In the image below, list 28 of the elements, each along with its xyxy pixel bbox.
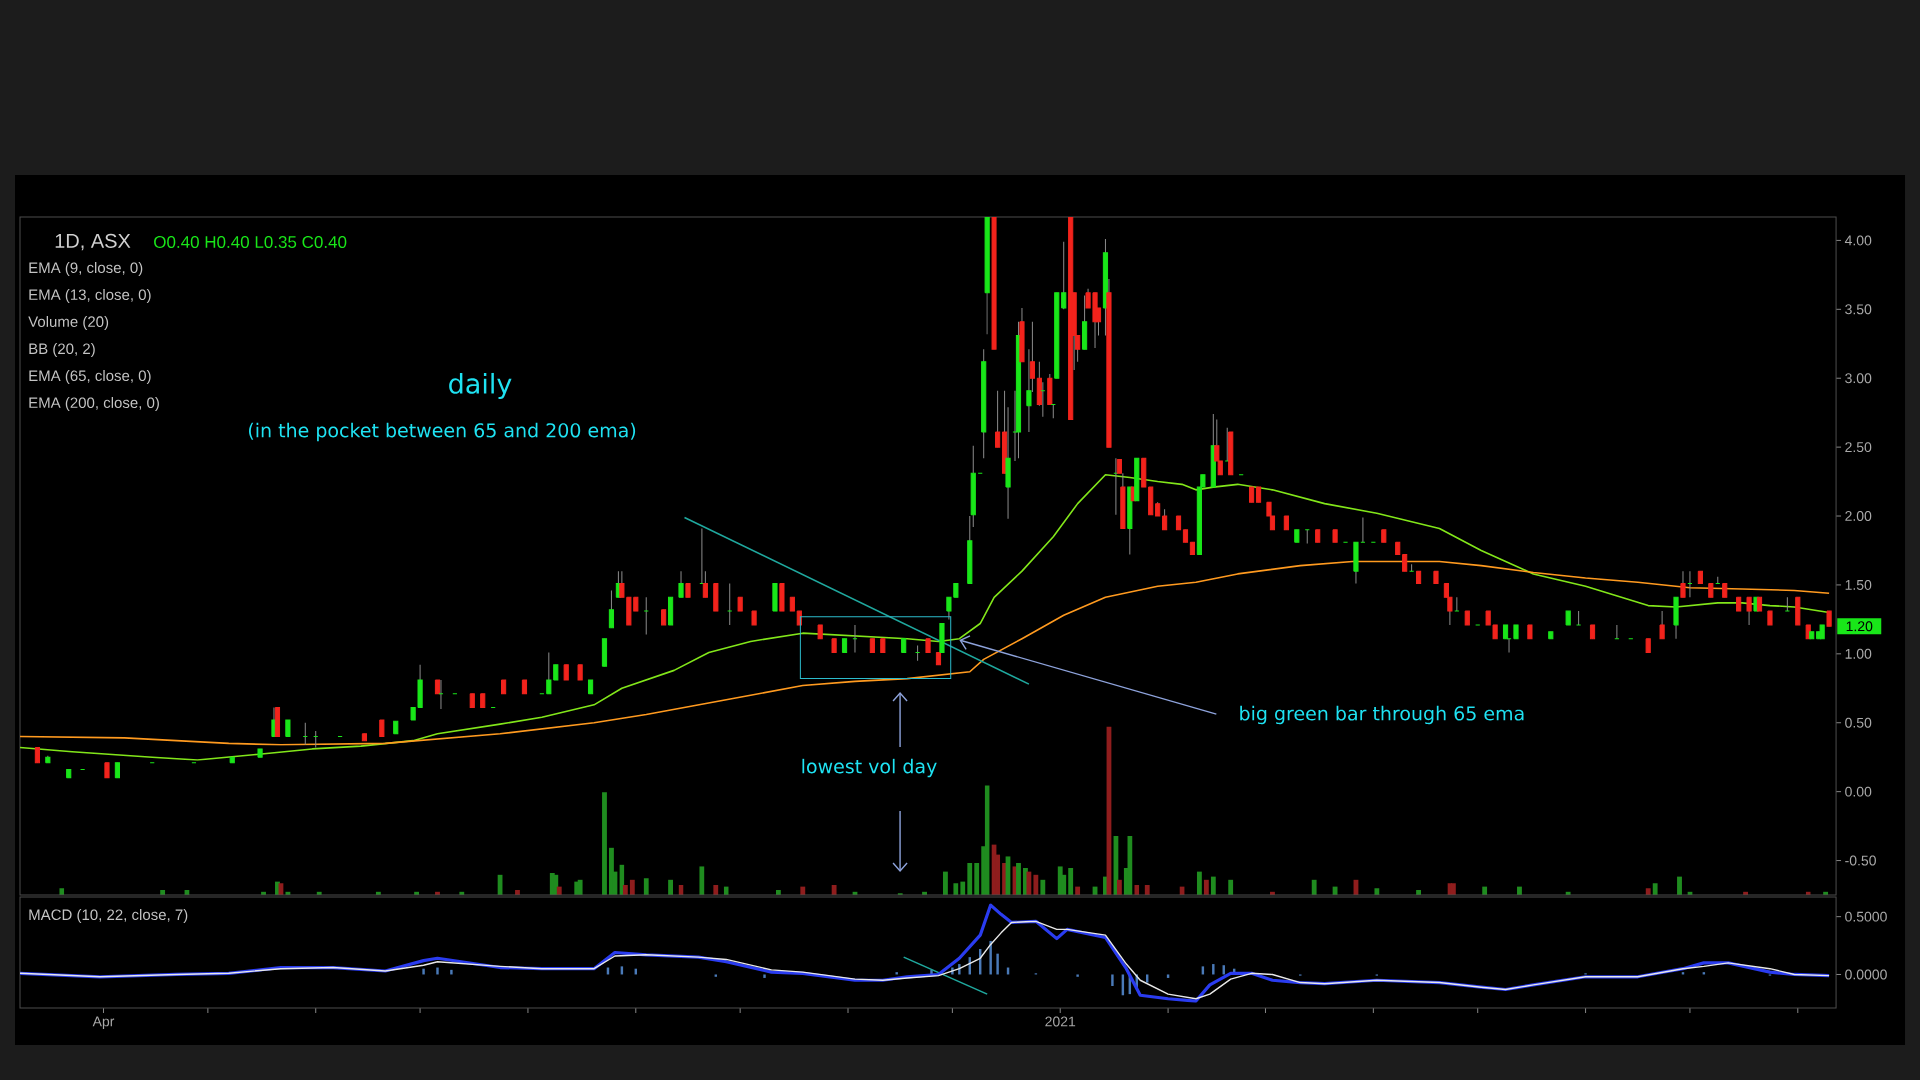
y-tick-label: 1.00 (1845, 648, 1872, 659)
y-tick-label: 2.50 (1845, 442, 1872, 453)
y-tick-label: 3.50 (1845, 304, 1872, 315)
y-tick-label: 0.00 (1845, 786, 1872, 797)
annotation: lowest vol day (802, 758, 937, 778)
text: O0.40 H0.40 L0.35 C0.40 (154, 235, 347, 249)
y-tick-label: 0.50 (1845, 717, 1872, 728)
y-tick-label: 0.5000 (1845, 911, 1887, 922)
annotation: 1.20 (1846, 621, 1873, 632)
y-tick-label: 2.00 (1845, 511, 1872, 521)
annotation: EMA (65, close, 0) (29, 370, 151, 384)
y-tick-label: 4.00 (1844, 235, 1872, 246)
annotation: EMA (200, close, 0) (29, 397, 159, 411)
annotation: EMA (13, close, 0) (29, 288, 151, 303)
annotation: (in the pocket between 65 and 200 ema) (249, 422, 636, 442)
y-tick-label: 0.0000 (1845, 969, 1887, 980)
x-tick-label: 2021 (1045, 1016, 1076, 1027)
annotation: EMA (9, close, 0) (29, 262, 143, 276)
annotation: big green bar through 65 ema (1240, 705, 1524, 725)
annotation: daily (449, 372, 512, 400)
y-tick-label: 3.00 (1845, 373, 1872, 384)
y-tick-label: -0.50 (1845, 855, 1876, 866)
annotation: BB (20, 2) (29, 343, 95, 357)
x-tick-label: Apr (92, 1016, 115, 1030)
text: MACD (10, 22, close, 7) (29, 909, 188, 923)
y-tick-label: 1.50 (1845, 579, 1872, 590)
annotation: Volume (20) (28, 315, 109, 330)
text: 1D, ASX (55, 233, 131, 251)
